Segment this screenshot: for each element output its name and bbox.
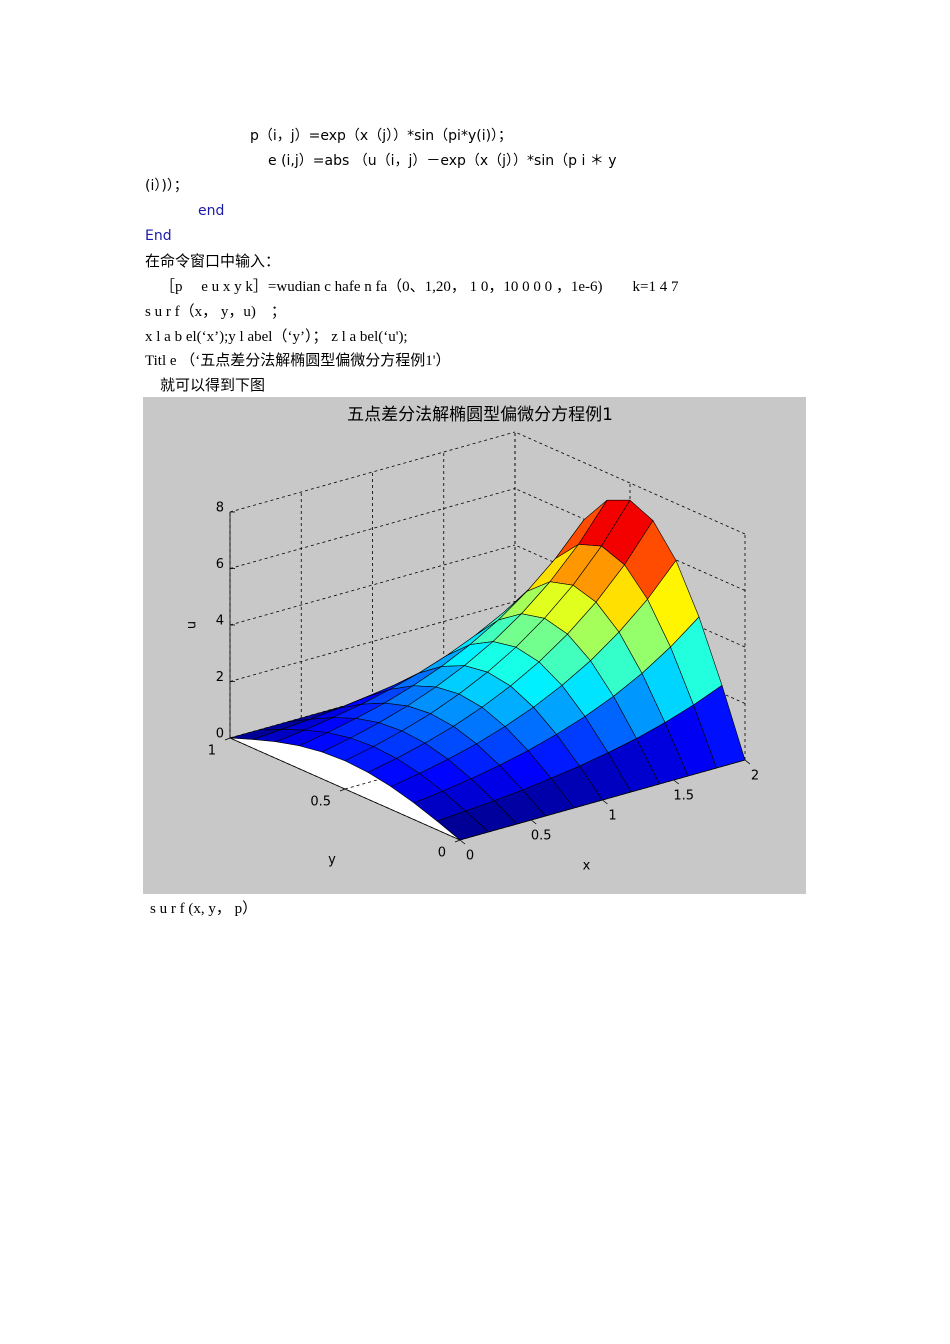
grid-line bbox=[229, 544, 516, 626]
text-line: x l a b el(‘x’);y l abel（‘y’）； z l a bel… bbox=[145, 329, 408, 345]
x-tick bbox=[744, 759, 751, 765]
x-tick bbox=[459, 839, 466, 845]
z-tick-label: 0 bbox=[216, 727, 224, 742]
x-tick-label: 1.5 bbox=[673, 789, 694, 804]
chart-title: 五点差分法解椭圆型偏微分方程例1 bbox=[347, 405, 613, 425]
grid-line bbox=[229, 431, 516, 513]
x-tick bbox=[602, 799, 608, 805]
z-tick-label: 6 bbox=[216, 557, 224, 572]
x-axis-label: x bbox=[583, 859, 591, 874]
y-tick bbox=[454, 839, 461, 843]
z-axis-label: u bbox=[185, 621, 200, 629]
code-line: p（i，j）=exp（x（j））*sin（pi*y(i)）； bbox=[250, 128, 513, 144]
z-tick-label: 8 bbox=[216, 501, 224, 516]
y-tick-label: 0.5 bbox=[310, 795, 331, 810]
code-line: end bbox=[198, 203, 225, 219]
y-tick bbox=[224, 737, 231, 741]
y-tick-label: 0 bbox=[438, 846, 446, 861]
code-line: End bbox=[145, 228, 172, 244]
x-tick-label: 1 bbox=[608, 809, 616, 824]
grid-line bbox=[229, 488, 516, 569]
text-line: Titl e （‘五点差分法解椭圆型偏微分方程例1'） bbox=[145, 353, 451, 369]
x-tick-label: 0.5 bbox=[531, 829, 552, 844]
z-tick-label: 4 bbox=[216, 614, 224, 629]
x-tick bbox=[673, 779, 679, 785]
z-tick-label: 2 bbox=[216, 670, 224, 685]
y-axis-label: y bbox=[328, 853, 336, 868]
text-line: ［p e u x y k］=wudian c hafe n fa（0、1,20，… bbox=[160, 279, 679, 295]
text-line: 在命令窗口中输入： bbox=[145, 254, 281, 270]
y-tick-label: 1 bbox=[208, 744, 216, 759]
text-line: s u r f（x， y，u) ； bbox=[145, 304, 286, 320]
code-line: e (i,j）=abs （u（i，j）－exp（x（j））*sin（p i ＊ … bbox=[268, 153, 617, 169]
x-tick bbox=[531, 819, 537, 825]
text-line: s u r f (x, y， p） bbox=[150, 901, 258, 917]
code-line: (i）)）； bbox=[145, 178, 188, 194]
grid-line bbox=[229, 601, 516, 682]
x-tick-label: 0 bbox=[466, 849, 474, 864]
x-tick-label: 2 bbox=[751, 769, 759, 784]
text-line: 就可以得到下图 bbox=[160, 378, 266, 394]
y-tick bbox=[339, 788, 346, 792]
